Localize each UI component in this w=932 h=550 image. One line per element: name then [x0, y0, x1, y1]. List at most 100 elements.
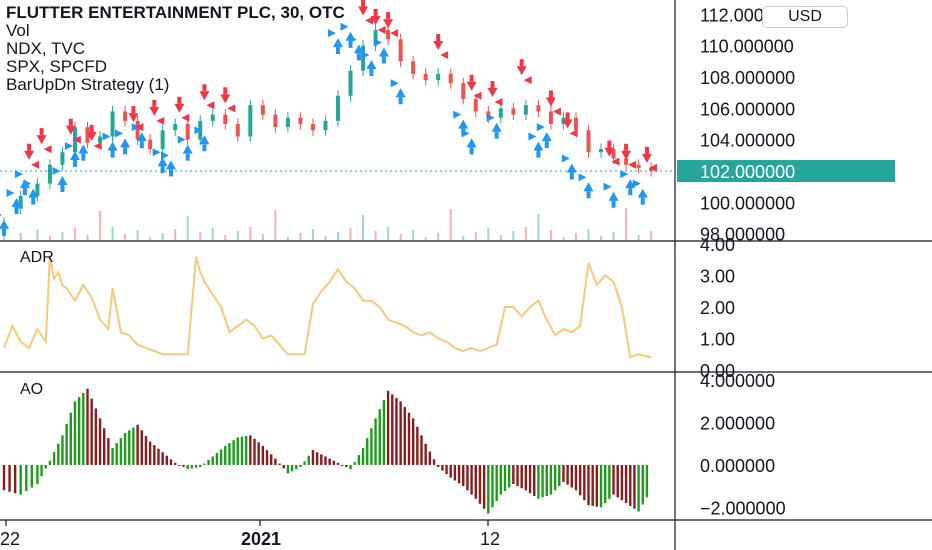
candle-body: [436, 73, 441, 81]
buy-flag-icon: [561, 154, 570, 163]
sell-flag-icon: [181, 113, 190, 122]
sell-arrow-icon: [202, 84, 207, 92]
adr-tick-label: 4.00: [700, 235, 735, 255]
ao-bar: [115, 443, 118, 465]
symbol-title: FLUTTER ENTERTAINMENT PLC, 30, OTC: [6, 3, 345, 22]
ao-bar: [320, 454, 323, 465]
sell-arrow-icon: [383, 19, 394, 29]
ao-bar: [453, 464, 457, 481]
volume-bar: [337, 232, 339, 240]
ao-bar: [441, 464, 444, 471]
ao-bar: [36, 464, 39, 484]
buy-flag-icon: [0, 213, 2, 216]
chart-legend: FLUTTER ENTERTAINMENT PLC, 30, OTC Vol N…: [6, 4, 345, 94]
ao-bar: [449, 464, 452, 478]
sell-flag-icon: [365, 16, 374, 25]
ao-bar: [278, 463, 281, 465]
buy-flag-icon: [6, 188, 15, 197]
ao-bar: [437, 464, 440, 468]
ao-bar: [495, 464, 498, 501]
candle-body: [511, 108, 516, 115]
buy-arrow-icon: [353, 44, 364, 54]
buy-flag-icon: [373, 38, 382, 47]
sell-flag-icon: [135, 123, 144, 132]
ao-bar: [25, 464, 28, 492]
candle-body: [85, 127, 90, 143]
buy-flag-icon: [461, 129, 470, 138]
sell-flag-icon: [31, 160, 40, 169]
ao-bar: [286, 464, 290, 474]
sell-arrow-icon: [562, 119, 573, 129]
sell-flag-icon: [390, 29, 399, 38]
candle-body: [386, 29, 391, 40]
ao-bar: [428, 451, 432, 465]
sell-arrow-icon: [65, 125, 76, 135]
candle-body: [448, 73, 453, 84]
ao-bar: [249, 435, 252, 465]
buy-arrow-icon: [139, 141, 144, 149]
ao-bar: [228, 443, 231, 465]
volume-bar: [161, 233, 164, 240]
ao-bar: [620, 464, 624, 501]
candle-body: [523, 105, 528, 115]
ao-bar: [244, 436, 248, 465]
volume-bar: [637, 235, 640, 240]
ao-bar: [624, 464, 628, 504]
buy-flag-icon: [115, 129, 124, 138]
candle-body: [498, 108, 503, 118]
ao-bar: [411, 418, 415, 465]
ao-bar: [604, 464, 607, 504]
sell-arrow-icon: [174, 103, 185, 113]
buy-flag-icon: [161, 151, 169, 160]
buy-arrow-icon: [69, 150, 80, 160]
buy-arrow-icon: [72, 159, 77, 167]
ao-bar: [69, 412, 72, 465]
ao-bar: [236, 437, 239, 465]
candle-body: [461, 83, 466, 99]
buy-flag-icon: [361, 51, 370, 60]
buy-arrow-icon: [110, 150, 115, 158]
volume-bar: [412, 230, 415, 240]
ao-bar: [132, 427, 135, 465]
ao-bar: [190, 464, 194, 469]
buy-flag-icon: [152, 148, 161, 157]
ao-tick-label: 2.000000: [700, 414, 775, 434]
ao-bar: [203, 463, 206, 465]
ao-bar: [482, 464, 486, 509]
ao-bar: [507, 464, 511, 488]
buy-arrow-icon: [491, 122, 502, 132]
volume-bar: [324, 236, 327, 240]
buy-arrow-icon: [11, 197, 22, 207]
ao-bar: [416, 426, 419, 465]
ao-bar: [491, 464, 494, 508]
buy-arrow-icon: [333, 38, 343, 48]
buy-arrow-icon: [566, 163, 577, 173]
legend-strategy: BarUpDn Strategy (1): [6, 75, 170, 94]
ao-bar: [340, 464, 344, 466]
currency-button[interactable]: USD: [762, 6, 848, 28]
buy-arrow-icon: [544, 141, 549, 149]
ao-bar: [315, 452, 319, 465]
ao-bar: [336, 462, 340, 465]
sell-arrow-icon: [641, 153, 652, 163]
ao-bar: [199, 464, 202, 468]
candle-body: [323, 120, 328, 131]
ao-bar: [487, 464, 490, 514]
buy-arrow-icon: [466, 138, 477, 148]
sell-arrow-icon: [177, 96, 182, 104]
ao-bar: [311, 450, 315, 465]
sell-flag-icon: [552, 107, 561, 116]
candle-body: [649, 167, 654, 172]
candle-body: [336, 95, 340, 121]
sell-arrow-icon: [624, 143, 629, 151]
sell-flag-icon: [440, 51, 449, 60]
buy-arrow-icon: [458, 119, 469, 129]
buy-arrow-icon: [31, 197, 36, 205]
buy-flag-icon: [528, 132, 537, 141]
candle-body: [423, 73, 428, 81]
volume-bar: [499, 235, 502, 240]
sell-arrow-icon: [604, 147, 615, 157]
ao-bar: [633, 464, 636, 509]
volume-bar: [86, 235, 89, 240]
sell-arrow-icon: [24, 150, 35, 160]
